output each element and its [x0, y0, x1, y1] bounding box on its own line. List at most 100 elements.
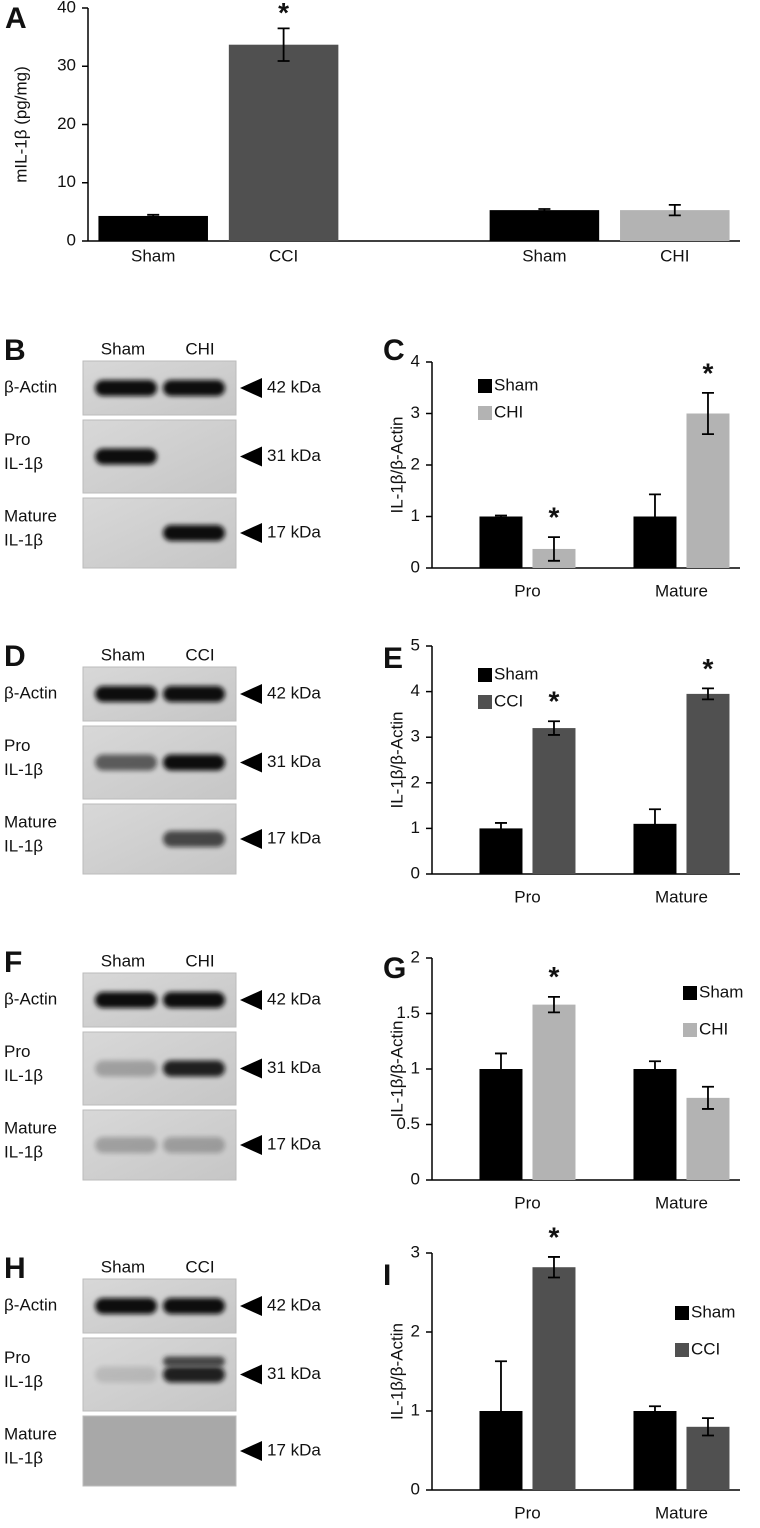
- bar: [686, 693, 730, 874]
- arrowhead: [240, 1296, 262, 1316]
- error-bar: [494, 514, 507, 519]
- y-tick-label: 1: [411, 818, 420, 837]
- x-tick-label: Sham: [131, 246, 175, 265]
- row-label: Pro: [4, 1042, 30, 1061]
- row-label: IL-1β: [4, 530, 43, 549]
- arrowhead: [240, 1441, 262, 1461]
- error-bar: [701, 1085, 714, 1110]
- blot-band: [163, 1356, 225, 1367]
- legend-swatch: [675, 1306, 689, 1320]
- y-tick-label: 1: [411, 1058, 420, 1077]
- row-label: Mature: [4, 1424, 57, 1443]
- row-label: Pro: [4, 430, 30, 449]
- y-tick-label: 1.5: [396, 1003, 420, 1022]
- blot-band: [163, 754, 225, 771]
- x-tick-label: CHI: [660, 246, 689, 265]
- error-bar: [648, 808, 661, 840]
- lane-label: CCI: [185, 1257, 214, 1276]
- blot-band: [95, 380, 157, 396]
- blot-band: [163, 831, 225, 847]
- row-label: β-Actin: [4, 683, 57, 702]
- y-axis-label: IL-1β/β-Actin: [387, 416, 406, 513]
- arrowhead: [240, 523, 262, 543]
- error-bar: [547, 536, 560, 562]
- legend-label: Sham: [691, 1302, 735, 1321]
- blot-band: [163, 1366, 225, 1383]
- error-bar: [701, 1417, 714, 1437]
- blot-band: [163, 1060, 225, 1077]
- panel-letter: B: [4, 334, 26, 367]
- bar: [686, 413, 730, 568]
- y-tick-label: 2: [411, 1321, 420, 1340]
- error-bar: [701, 687, 714, 701]
- y-tick-label: 4: [411, 681, 420, 700]
- blot-band: [163, 1137, 225, 1153]
- size-label: 31 kDa: [267, 1058, 321, 1077]
- row-label: Mature: [4, 1118, 57, 1137]
- blot-band: [95, 1298, 157, 1314]
- panel-letter: A: [5, 2, 27, 35]
- blot-band: [95, 992, 157, 1008]
- error-bar: [538, 208, 551, 213]
- y-tick-label: 3: [411, 727, 420, 746]
- y-tick-label: 0.5: [396, 1114, 420, 1133]
- significance: *: [549, 686, 560, 717]
- legend-label: CCI: [691, 1339, 720, 1358]
- error-bar: [547, 995, 560, 1014]
- lane-label: Sham: [101, 645, 145, 664]
- row-label: Pro: [4, 1348, 30, 1367]
- row-label: IL-1β: [4, 1066, 43, 1085]
- bar: [479, 1069, 523, 1180]
- size-label: 17 kDa: [267, 1440, 321, 1459]
- bar: [532, 728, 576, 874]
- panel-letter: I: [383, 1259, 391, 1292]
- legend-swatch: [478, 406, 492, 420]
- x-tick-label: Mature: [655, 581, 708, 600]
- bar: [479, 516, 523, 568]
- x-tick-label: Mature: [655, 1193, 708, 1212]
- y-axis-label: mIL-1β (pg/mg): [11, 66, 30, 183]
- blot-band: [95, 1060, 157, 1077]
- legend-label: CHI: [699, 1019, 728, 1038]
- row-label: Mature: [4, 506, 57, 525]
- y-tick-label: 1: [411, 1400, 420, 1419]
- error-bar: [494, 822, 507, 835]
- blot-band: [95, 754, 157, 771]
- blot-band: [95, 1137, 157, 1153]
- lane-label: Sham: [101, 1257, 145, 1276]
- legend-swatch: [478, 379, 492, 393]
- significance: *: [549, 961, 560, 992]
- y-axis-label: IL-1β/β-Actin: [387, 1020, 406, 1117]
- arrowhead: [240, 990, 262, 1010]
- error-bar: [547, 720, 560, 736]
- size-label: 42 kDa: [267, 1295, 321, 1314]
- row-label: IL-1β: [4, 836, 43, 855]
- size-label: 42 kDa: [267, 989, 321, 1008]
- x-tick-label: Pro: [514, 1193, 540, 1212]
- panel-letter: G: [383, 952, 406, 985]
- error-bar: [701, 392, 714, 435]
- row-label: β-Actin: [4, 377, 57, 396]
- bar: [532, 1267, 576, 1490]
- bar: [686, 1097, 730, 1180]
- bar: [633, 1411, 677, 1490]
- row-label: IL-1β: [4, 1372, 43, 1391]
- error-bar: [648, 1060, 661, 1078]
- arrowhead: [240, 1364, 262, 1385]
- arrowhead: [240, 1058, 262, 1079]
- size-label: 31 kDa: [267, 752, 321, 771]
- panel-letter: E: [383, 642, 403, 675]
- x-tick-label: CCI: [269, 246, 298, 265]
- error-bar: [668, 203, 681, 217]
- x-tick-label: Pro: [514, 581, 540, 600]
- bar: [686, 1426, 730, 1490]
- size-label: 31 kDa: [267, 1364, 321, 1383]
- y-tick-label: 40: [57, 0, 76, 16]
- y-tick-label: 1: [411, 506, 420, 525]
- y-tick-label: 4: [411, 351, 420, 370]
- lane-label: CHI: [185, 339, 214, 358]
- size-label: 17 kDa: [267, 828, 321, 847]
- blot-band: [163, 992, 225, 1008]
- error-bar: [277, 27, 290, 62]
